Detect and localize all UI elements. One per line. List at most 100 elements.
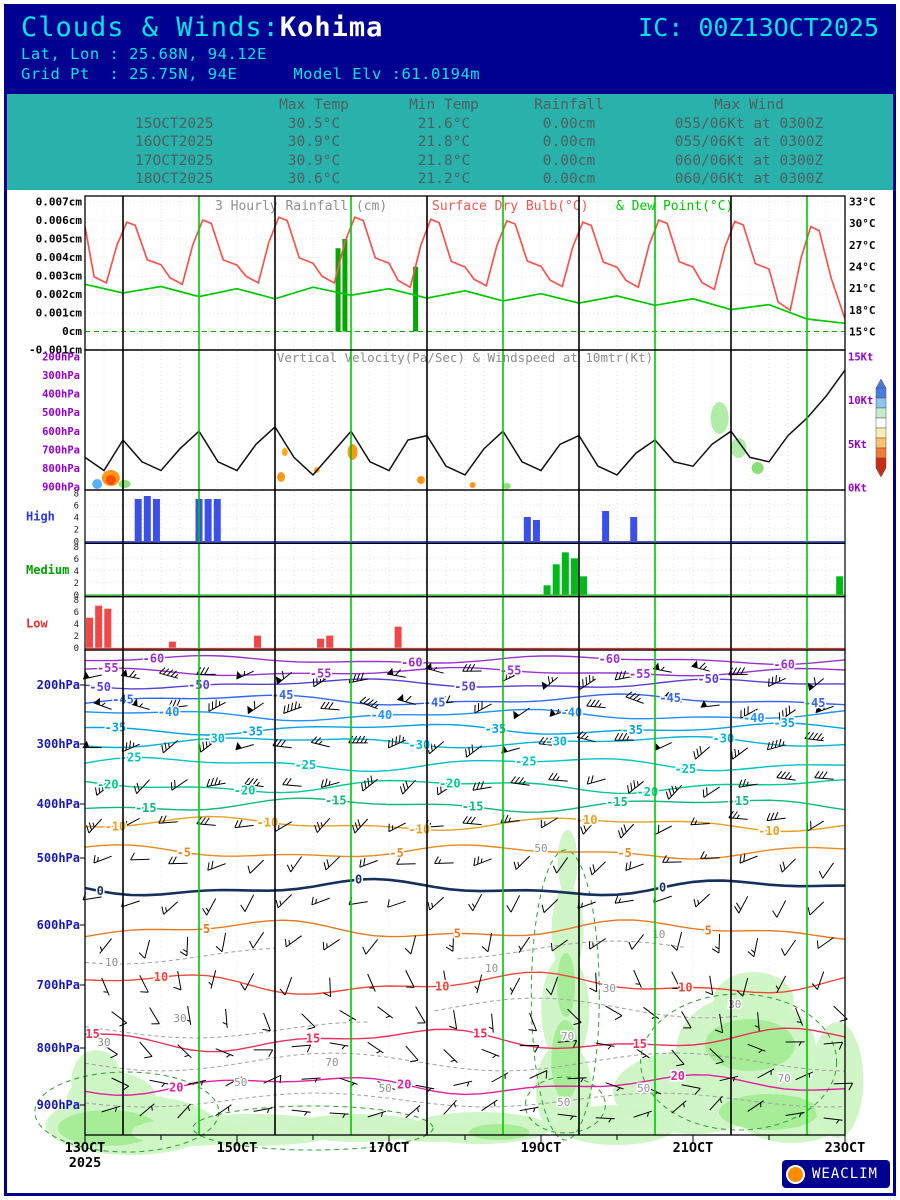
init-condition: IC: 00Z13OCT2025 (638, 13, 879, 42)
svg-text:0: 0 (74, 538, 79, 548)
svg-text:-15: -15 (462, 800, 484, 814)
svg-text:-40: -40 (158, 705, 180, 719)
svg-text:15: 15 (306, 1031, 320, 1045)
table-cell: 17OCT2025 (135, 152, 214, 169)
svg-text:-20: -20 (637, 785, 659, 799)
svg-text:-10: -10 (758, 824, 780, 838)
svg-text:19OCT: 19OCT (521, 1140, 562, 1156)
table-cell: 055/06Kt at 0300Z (674, 115, 824, 132)
svg-text:Vertical Velocity(Pa/Sec) & Wi: Vertical Velocity(Pa/Sec) & Windspeed at… (277, 350, 653, 365)
table-cell: 15OCT2025 (135, 115, 214, 132)
station-name: Kohima (279, 12, 384, 43)
svg-text:0.006cm: 0.006cm (36, 214, 83, 227)
svg-text:-40: -40 (561, 705, 583, 719)
svg-text:-60: -60 (143, 651, 165, 665)
table-cell: 055/06Kt at 0300Z (674, 134, 824, 150)
svg-text:50: 50 (534, 842, 547, 855)
header-title-row: Clouds & Winds:Kohima IC: 00Z13OCT2025 (21, 12, 879, 43)
table-row: 18OCT2025 30.6°C 21.2°C 0.00cm 060/06Kt … (7, 170, 893, 189)
svg-text:6: 6 (74, 608, 79, 618)
col-rainfall: Rainfall (534, 97, 604, 113)
svg-text:700hPa: 700hPa (37, 978, 80, 992)
svg-text:10: 10 (435, 979, 449, 993)
svg-text:0.002cm: 0.002cm (36, 288, 83, 301)
table-cell: 0.00cm (542, 152, 596, 169)
panel-clouds: High 8 6 4 2 0 Medium 8 6 4 2 0 Low 8 6 4 2 0 (26, 490, 845, 654)
svg-text:0cm: 0cm (62, 325, 82, 338)
svg-text:70: 70 (561, 1030, 574, 1043)
svg-text:-60: -60 (599, 652, 621, 666)
svg-text:10: 10 (652, 928, 665, 941)
weaclim-logo: WEACLIM (781, 1160, 890, 1188)
svg-text:15OCT: 15OCT (217, 1140, 258, 1156)
svg-text:0: 0 (74, 644, 79, 654)
svg-text:-55: -55 (310, 666, 332, 680)
svg-text:-50: -50 (89, 680, 111, 694)
forecast-summary-table: Max Temp Min Temp Rainfall Max Wind 15OC… (7, 94, 893, 190)
svg-text:300hPa: 300hPa (37, 737, 80, 751)
svg-text:2: 2 (74, 632, 79, 642)
table-cell: 30.9°C (287, 152, 341, 169)
svg-text:Surface Dry Bulb(°C): Surface Dry Bulb(°C) (432, 199, 589, 214)
svg-text:15°C: 15°C (849, 326, 876, 339)
table-row: 15OCT2025 30.5°C 21.6°C 0.00cm 055/06Kt … (7, 115, 893, 134)
col-max-temp: Max Temp (279, 97, 349, 113)
header: Clouds & Winds:Kohima IC: 00Z13OCT2025 L… (7, 7, 893, 94)
svg-text:600hPa: 600hPa (37, 918, 80, 932)
svg-text:-45: -45 (272, 688, 294, 702)
isotherms (84, 654, 846, 1096)
svg-text:5: 5 (705, 923, 712, 937)
svg-text:18°C: 18°C (849, 304, 876, 317)
svg-text:-5: -5 (389, 846, 403, 860)
svg-text:8: 8 (74, 596, 79, 606)
grid-elev-row: Grid Pt : 25.75N, 94E Model Elv :61.0194m (21, 65, 879, 83)
svg-text:0.004cm: 0.004cm (36, 251, 83, 264)
table-cell: 21.8°C (417, 152, 471, 169)
table-cell: 0.00cm (542, 115, 596, 132)
svg-text:900hPa: 900hPa (42, 481, 80, 493)
svg-text:Medium: Medium (26, 563, 69, 577)
svg-text:-25: -25 (675, 762, 697, 776)
svg-text:6: 6 (74, 555, 79, 565)
svg-text:10Kt: 10Kt (848, 395, 873, 407)
svg-text:8: 8 (74, 490, 79, 500)
svg-text:13OCT: 13OCT (65, 1140, 106, 1156)
svg-text:30: 30 (173, 1012, 186, 1025)
svg-text:30: 30 (97, 1036, 110, 1049)
panel-surface: 3 Hourly Rainfall (cm) Surface Dry Bulb(°… (29, 196, 875, 357)
svg-text:-40: -40 (743, 711, 765, 725)
svg-text:-35: -35 (105, 721, 127, 735)
table-cell: 21.2°C (417, 171, 471, 187)
svg-text:17OCT: 17OCT (369, 1140, 410, 1156)
svg-text:0Kt: 0Kt (848, 483, 867, 495)
lat-lon: Lat, Lon : 25.68N, 94.12E (21, 45, 267, 63)
svg-text:6: 6 (74, 502, 79, 512)
svg-text:Low: Low (26, 616, 48, 630)
svg-text:33°C: 33°C (849, 196, 876, 209)
svg-text:-45: -45 (659, 691, 681, 705)
svg-text:700hPa: 700hPa (42, 444, 80, 456)
svg-text:0.005cm: 0.005cm (36, 233, 83, 246)
svg-text:-60: -60 (773, 657, 795, 671)
table-cell: 30.9°C (287, 134, 341, 150)
table-cell: 30.6°C (287, 171, 341, 187)
svg-text:-50: -50 (454, 680, 476, 694)
svg-text:20: 20 (397, 1077, 411, 1091)
svg-text:-35: -35 (773, 716, 795, 730)
table-cell: 0.00cm (542, 171, 596, 187)
svg-text:4: 4 (74, 567, 79, 577)
wind-barbs (82, 660, 854, 1124)
table-header-row: Max Temp Min Temp Rainfall Max Wind (7, 96, 893, 115)
svg-text:21°C: 21°C (849, 282, 876, 295)
svg-text:0: 0 (355, 873, 362, 887)
svg-text:5: 5 (203, 922, 210, 936)
svg-text:-10: -10 (105, 820, 127, 834)
svg-text:21OCT: 21OCT (673, 1140, 714, 1156)
col-min-temp: Min Temp (409, 97, 479, 113)
svg-text:4: 4 (74, 514, 79, 524)
table-cell (109, 96, 249, 115)
svg-text:High: High (26, 510, 55, 524)
svg-text:400hPa: 400hPa (37, 797, 80, 811)
frames (84, 195, 846, 1136)
